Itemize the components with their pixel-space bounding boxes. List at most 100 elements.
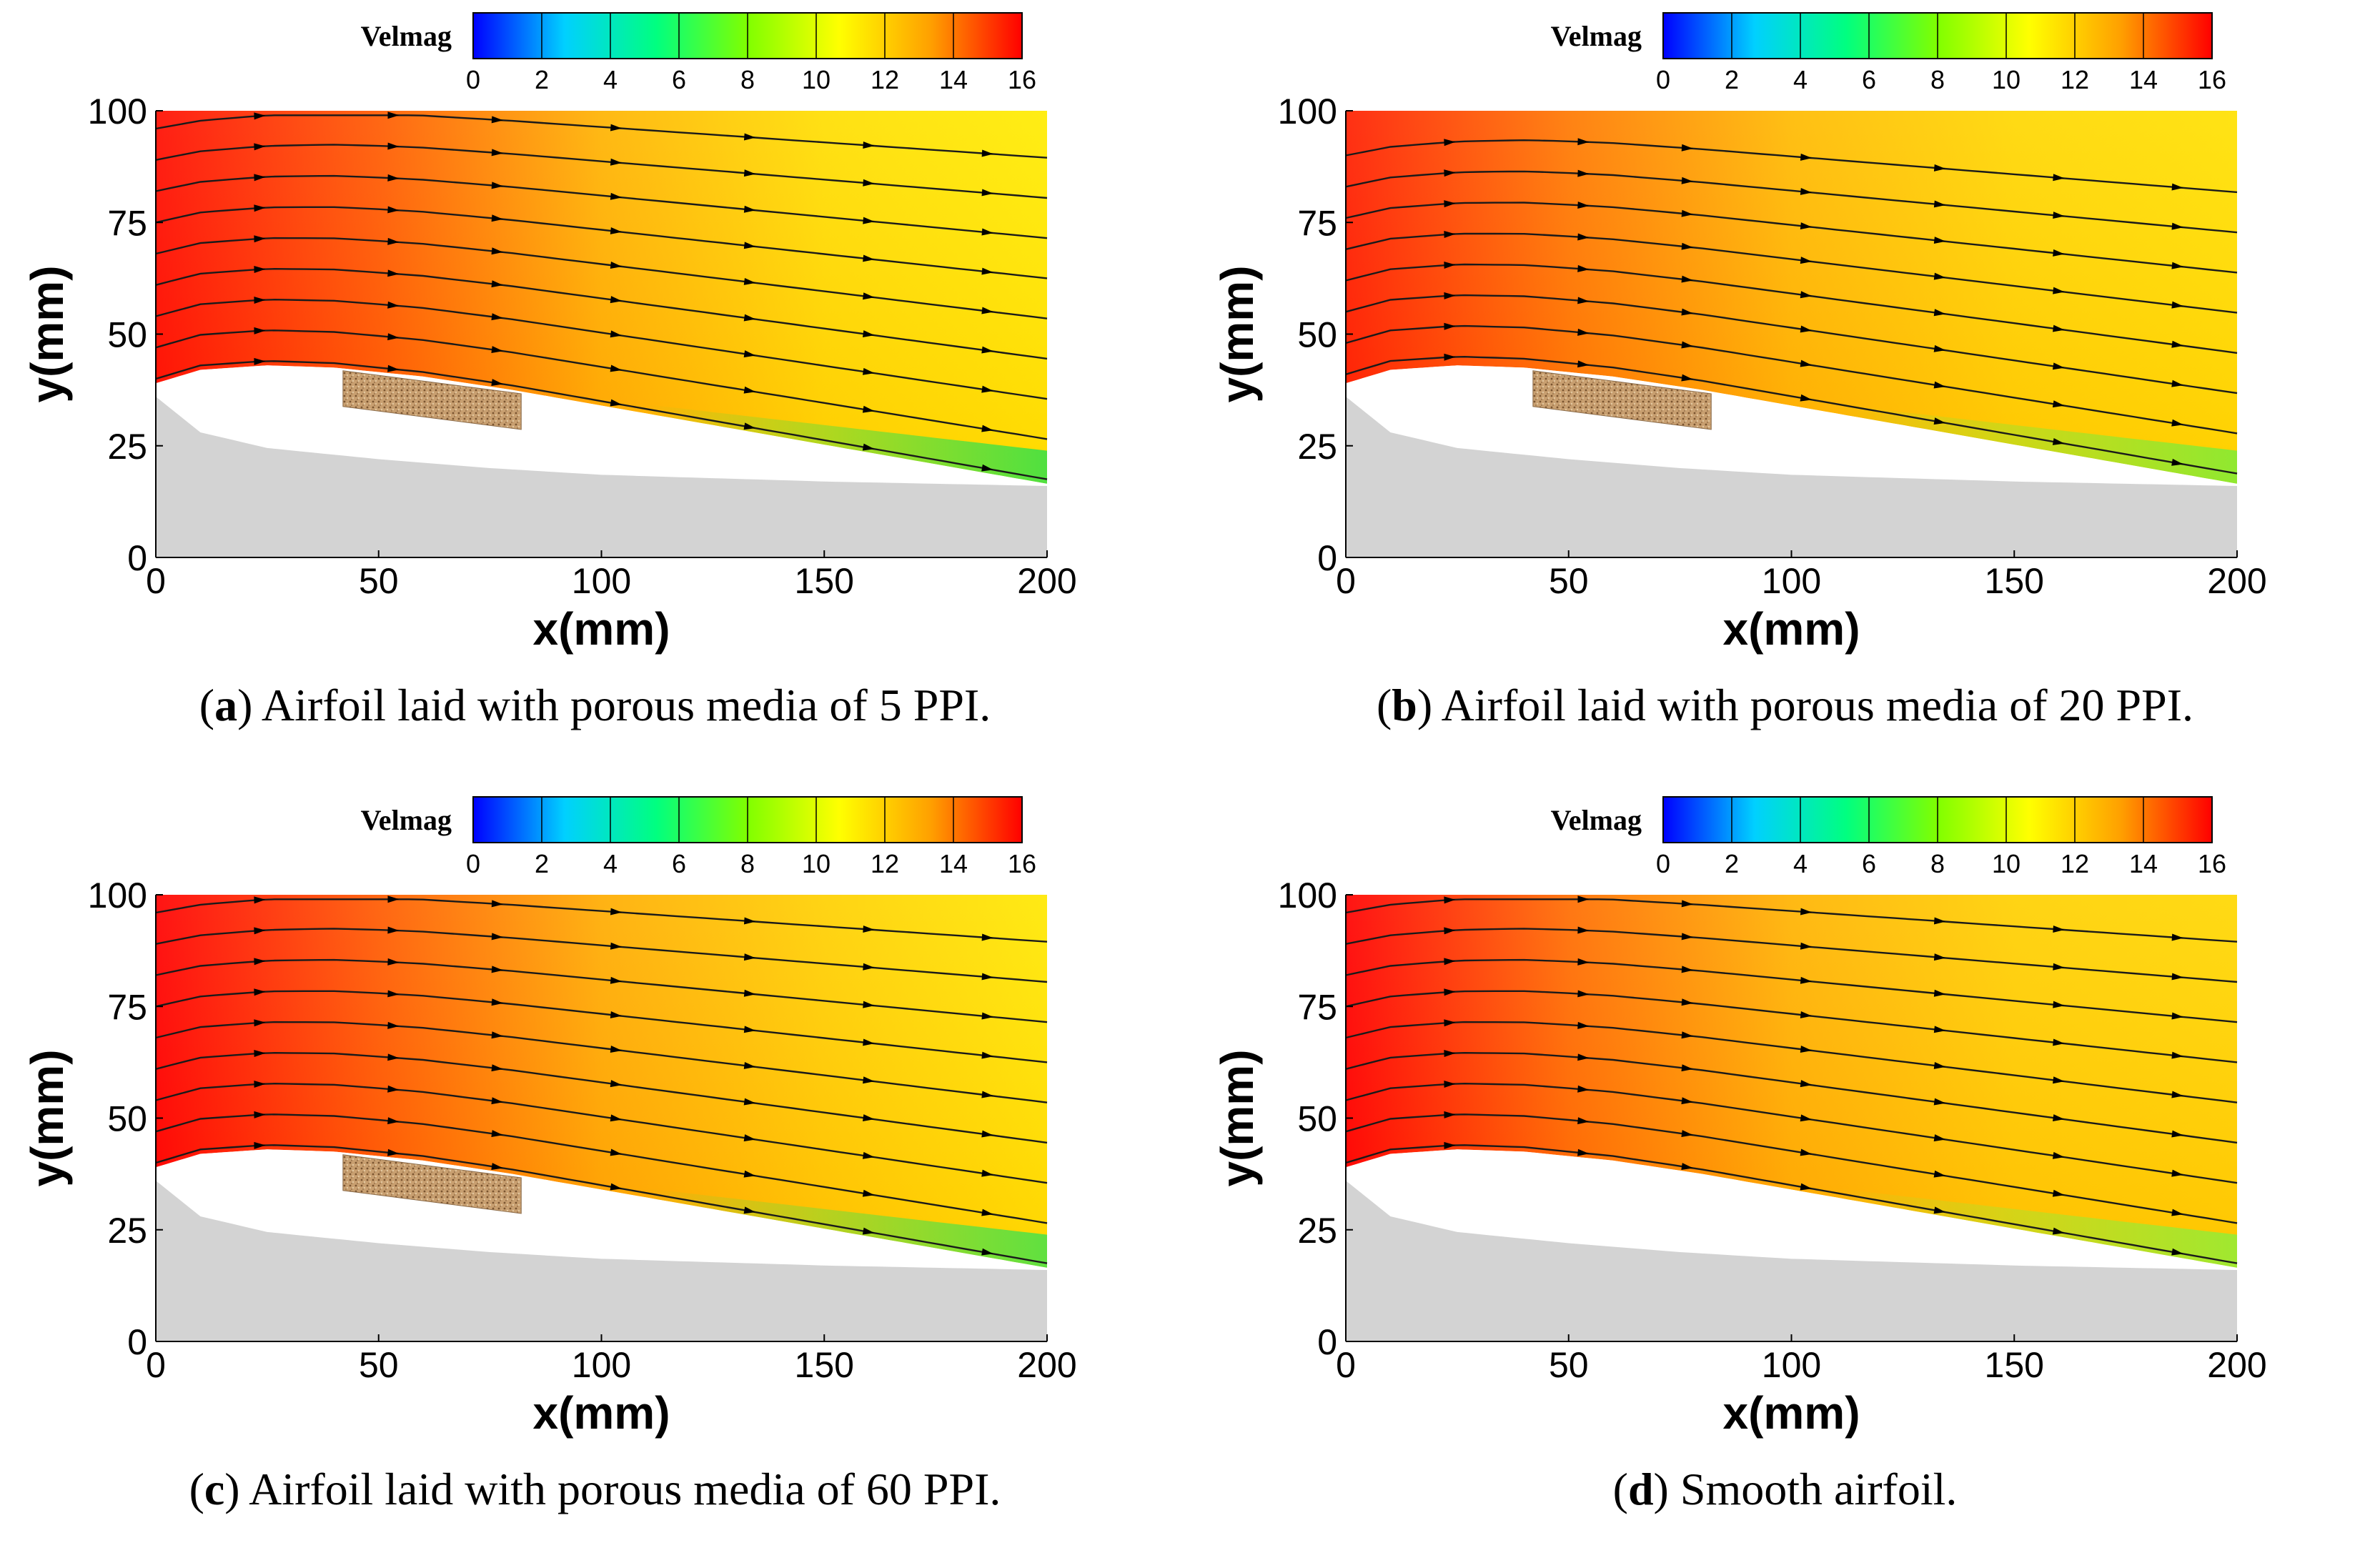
colorbar-tick-label-b: 16 bbox=[2198, 65, 2226, 94]
streamline-arrow-d-5-6 bbox=[2171, 1051, 2183, 1059]
streamline-arrow-c-3-3 bbox=[610, 1080, 623, 1088]
streamline-c-8 bbox=[155, 898, 1048, 943]
streamline-arrow-c-7-2 bbox=[491, 933, 503, 941]
streamline-arrow-c-5-4 bbox=[743, 1026, 756, 1033]
streamline-arrow-c-6-1 bbox=[387, 958, 400, 966]
streamline-arrow-a-1-3 bbox=[610, 364, 623, 372]
streamline-arrow-b-5-5 bbox=[2053, 249, 2065, 257]
colorbar-tick-label-d: 2 bbox=[1725, 849, 1739, 878]
streamline-arrow-a-3-6 bbox=[981, 346, 993, 354]
streamline-arrow-a-4-1 bbox=[387, 237, 400, 245]
streamline-arrow-c-7-1 bbox=[387, 926, 400, 934]
streamline-arrow-b-0-6 bbox=[2171, 458, 2183, 466]
colorbar-title-b: Velmag bbox=[1551, 20, 1642, 52]
colorbar-title-c: Velmag bbox=[361, 804, 452, 836]
streamline-arrow-a-3-2 bbox=[491, 280, 503, 288]
streamline-arrow-c-6-2 bbox=[491, 966, 503, 973]
x-tick-label-a: 0 bbox=[146, 561, 166, 601]
y-tick-label-a: 0 bbox=[127, 538, 147, 578]
streamline-arrow-b-7-4 bbox=[1933, 164, 1946, 172]
streamline-arrow-c-4-0 bbox=[254, 1019, 266, 1027]
y-tick-label-d: 100 bbox=[1278, 875, 1337, 916]
streamline-arrow-c-2-6 bbox=[981, 1169, 993, 1177]
streamline-arrow-b-0-0 bbox=[1444, 353, 1456, 361]
streamline-arrow-a-3-3 bbox=[610, 296, 623, 304]
colorbar-tick-label-b: 2 bbox=[1725, 65, 1739, 94]
streamline-arrow-c-8-2 bbox=[491, 900, 503, 908]
streamline-arrow-a-5-6 bbox=[981, 267, 993, 275]
masked-region-a bbox=[156, 397, 1047, 557]
colorbar-tick-label-b: 0 bbox=[1656, 65, 1670, 94]
streamline-arrow-b-6-5 bbox=[2053, 212, 2065, 219]
streamline-arrow-d-2-0 bbox=[1444, 1081, 1456, 1088]
x-tick-label-d: 100 bbox=[1762, 1345, 1821, 1385]
streamline-arrow-c-4-1 bbox=[387, 1021, 400, 1029]
colorbar-tick-label-d: 10 bbox=[1992, 849, 2020, 878]
streamline-arrow-d-8-5 bbox=[2053, 925, 2065, 933]
streamline-arrow-c-1-3 bbox=[610, 1148, 623, 1156]
streamline-arrow-d-1-1 bbox=[1577, 1117, 1590, 1125]
streamline-arrow-a-6-1 bbox=[387, 174, 400, 182]
streamline-arrow-d-0-6 bbox=[2171, 1248, 2183, 1256]
streamline-arrow-a-0-0 bbox=[254, 357, 266, 365]
streamline-arrow-a-8-3 bbox=[610, 124, 623, 132]
masked-region-b bbox=[1346, 397, 2237, 557]
streamline-arrow-d-6-4 bbox=[1933, 989, 1946, 997]
y-tick-label-b: 0 bbox=[1317, 538, 1337, 578]
streamline-arrow-d-2-5 bbox=[2052, 1151, 2065, 1159]
streamline-arrow-c-8-4 bbox=[743, 917, 756, 925]
streamline-arrow-b-1-1 bbox=[1577, 328, 1590, 336]
streamline-arrow-a-0-1 bbox=[387, 364, 400, 372]
x-tick-label-b: 0 bbox=[1336, 561, 1356, 601]
streamline-arrow-a-1-2 bbox=[491, 346, 503, 354]
streamline-arrow-c-0-0 bbox=[254, 1141, 266, 1149]
colorbar-tick-label-a: 14 bbox=[939, 65, 968, 94]
streamline-arrow-b-7-2 bbox=[1681, 144, 1693, 152]
streamline-a-8 bbox=[155, 114, 1048, 159]
streamline-b-7 bbox=[1345, 139, 2238, 194]
streamline-arrow-a-2-3 bbox=[610, 330, 623, 338]
streamline-arrow-a-2-2 bbox=[491, 313, 503, 321]
streamline-b-6 bbox=[1345, 170, 2238, 234]
streamline-arrow-a-2-0 bbox=[254, 297, 266, 304]
colorbar-tick-label-a: 4 bbox=[603, 65, 618, 94]
streamline-d-7 bbox=[1345, 928, 2238, 983]
streamline-arrow-c-0-5 bbox=[862, 1227, 875, 1235]
streamline-arrow-c-3-4 bbox=[743, 1098, 756, 1106]
streamline-b-1 bbox=[1345, 324, 2238, 435]
streamline-arrow-c-2-3 bbox=[610, 1114, 623, 1122]
streamline-arrow-c-1-0 bbox=[254, 1111, 266, 1118]
streamline-arrow-b-5-6 bbox=[2171, 262, 2183, 269]
streamline-arrow-c-2-0 bbox=[254, 1081, 266, 1088]
colorbar-tick-label-a: 16 bbox=[1008, 65, 1036, 94]
streamline-arrow-b-2-0 bbox=[1444, 292, 1456, 299]
streamline-arrow-d-0-3 bbox=[1800, 1183, 1813, 1191]
streamline-d-8 bbox=[1345, 898, 2238, 943]
colorbar-tick-label-a: 12 bbox=[871, 65, 899, 94]
streamline-arrow-b-4-1 bbox=[1577, 233, 1590, 241]
streamline-arrow-c-8-6 bbox=[981, 933, 993, 941]
streamline-arrow-d-5-3 bbox=[1800, 1011, 1813, 1018]
streamline-arrow-d-4-4 bbox=[1933, 1061, 1946, 1069]
streamline-arrow-b-6-6 bbox=[2171, 222, 2183, 230]
streamline-arrow-a-3-5 bbox=[863, 330, 875, 337]
streamline-arrow-c-5-5 bbox=[863, 1038, 875, 1046]
colorbar-tick-label-a: 10 bbox=[802, 65, 830, 94]
streamline-arrow-a-6-6 bbox=[981, 228, 993, 236]
y-tick-label-a: 75 bbox=[107, 203, 147, 243]
streamline-arrow-b-0-1 bbox=[1577, 360, 1590, 368]
streamline-d-3 bbox=[1345, 1051, 2238, 1144]
streamline-arrow-c-7-6 bbox=[981, 973, 993, 981]
streamline-arrow-d-0-0 bbox=[1444, 1141, 1456, 1149]
streamline-arrow-d-5-5 bbox=[2053, 1038, 2065, 1046]
streamline-arrow-d-1-4 bbox=[1933, 1170, 1946, 1178]
streamline-arrow-a-7-2 bbox=[491, 149, 503, 157]
colorbar-tick-label-d: 4 bbox=[1793, 849, 1808, 878]
streamline-arrow-a-4-6 bbox=[981, 307, 993, 314]
x-tick-label-b: 200 bbox=[2207, 561, 2266, 601]
streamline-arrow-c-5-6 bbox=[981, 1051, 993, 1059]
streamline-arrow-c-3-5 bbox=[863, 1114, 875, 1121]
y-tick-label-c: 100 bbox=[88, 875, 147, 916]
